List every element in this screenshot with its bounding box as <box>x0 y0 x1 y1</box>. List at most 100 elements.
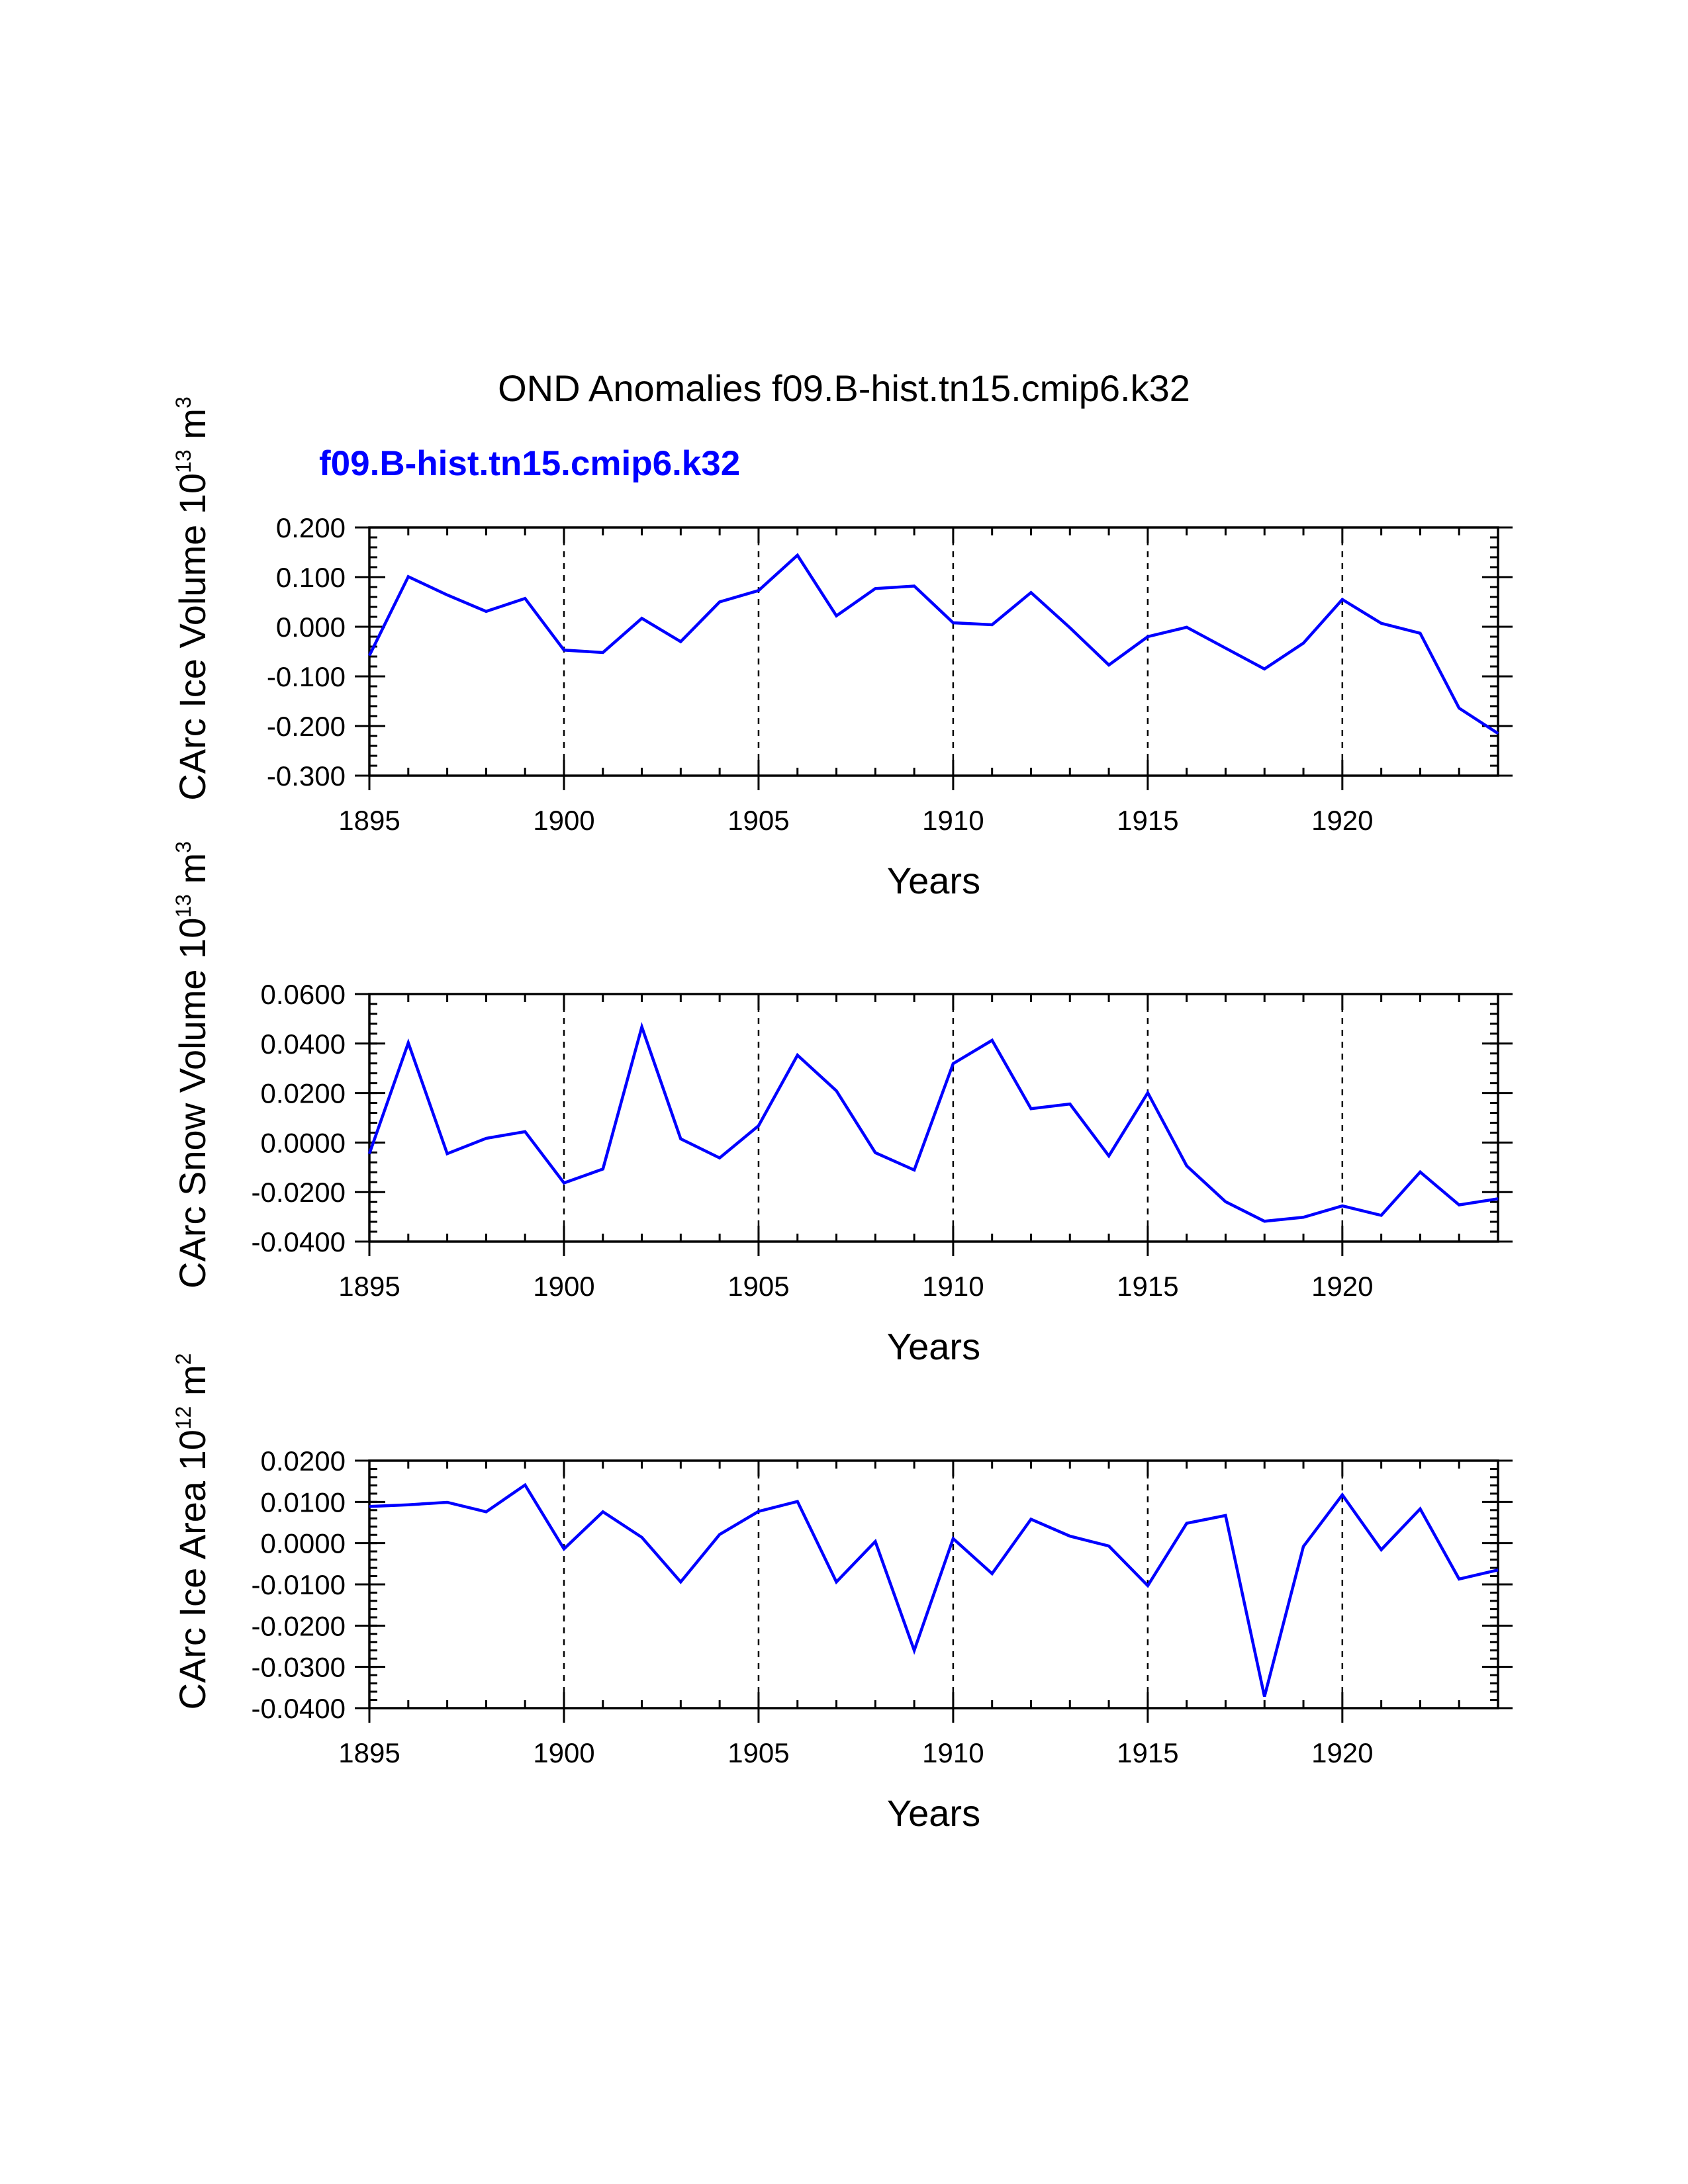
data-point <box>563 649 565 651</box>
data-point <box>914 1650 915 1651</box>
data-point <box>914 1169 915 1171</box>
y-axis-title-part: CArc Ice Area 10 <box>171 1430 213 1709</box>
data-point <box>524 598 526 599</box>
y-axis-title-superscript: 12 <box>171 1406 195 1430</box>
y-tick-label: 0.0200 <box>261 1078 346 1109</box>
series-line <box>369 1482 1499 1698</box>
data-point <box>641 617 643 619</box>
data-point <box>1264 668 1265 670</box>
data-point <box>874 588 876 589</box>
y-tick-label: 0.0000 <box>261 1528 346 1559</box>
data-point <box>797 555 798 556</box>
data-point <box>1458 1578 1460 1580</box>
data-point <box>485 1138 487 1139</box>
data-point <box>641 1026 643 1028</box>
data-point <box>758 1511 759 1512</box>
x-tick-label: 1895 <box>338 1737 400 1768</box>
y-tick-label: -0.0200 <box>252 1177 346 1208</box>
y-tick-label: 0.000 <box>276 612 346 643</box>
panel-3: 0.0200 0.0100 0.0000 -0.0100 -0.0200 -0.0300 -… <box>171 1353 1513 1834</box>
y-tick-label: 0.100 <box>276 562 346 593</box>
y-tick-label: 0.0000 <box>261 1127 346 1158</box>
data-point <box>1225 647 1226 649</box>
data-point <box>797 1054 798 1056</box>
data-point <box>524 1131 526 1132</box>
data-point <box>1303 1546 1304 1547</box>
panels: 0.200 0.100 0.000 -0.100 -0.200 -0.300 1895 190… <box>171 396 1513 1834</box>
data-point <box>1419 1171 1421 1173</box>
series-line <box>367 1022 1499 1223</box>
y-axis-title-part: m <box>171 1365 213 1406</box>
data-point <box>1225 1515 1226 1516</box>
data-point <box>1381 1549 1382 1551</box>
y-axis-title-superscript: 13 <box>171 449 195 473</box>
data-point <box>369 1506 370 1507</box>
x-axis-title: Years <box>887 860 980 901</box>
data-point <box>1264 1696 1265 1698</box>
data-point <box>1497 733 1499 734</box>
figure-title: OND Anomalies f09.B-hist.tn15.cmip6.k32 <box>498 367 1190 409</box>
x-tick-label: 1895 <box>338 1271 400 1302</box>
data-point <box>1419 1508 1421 1510</box>
y-axis-title-superscript: 2 <box>171 1353 195 1365</box>
data-point <box>1381 1214 1382 1216</box>
y-axis-title-part: CArc Snow Volume 10 <box>171 918 213 1289</box>
y-axis-title: CArc Snow Volume 1013 m3 <box>171 841 213 1289</box>
x-tick-label: 1895 <box>338 805 400 836</box>
data-point <box>1264 1220 1265 1222</box>
data-point <box>524 1484 526 1486</box>
y-tick-label: -0.0200 <box>252 1610 346 1641</box>
plot-frame <box>368 526 1499 777</box>
data-point <box>1303 1216 1304 1218</box>
x-axis-title: Years <box>887 1792 980 1834</box>
plot-frame <box>368 1459 1499 1709</box>
y-tick-label: 0.0400 <box>261 1028 346 1060</box>
x-tick-label: 1900 <box>533 1737 594 1768</box>
y-tick-label: 0.0100 <box>261 1486 346 1518</box>
y-tick-label: 0.0600 <box>261 979 346 1010</box>
x-tick-label: 1905 <box>727 1271 789 1302</box>
x-tick-label: 1915 <box>1117 1737 1178 1768</box>
data-point <box>797 1501 798 1502</box>
legend-label: f09.B-hist.tn15.cmip6.k32 <box>319 444 740 483</box>
x-tick-label: 1920 <box>1311 1737 1373 1768</box>
data-point <box>758 1125 759 1126</box>
y-tick-label: -0.200 <box>267 711 346 742</box>
panel-1: 0.200 0.100 0.000 -0.100 -0.200 -0.300 1895 190… <box>171 396 1513 901</box>
y-axis-title-superscript: 13 <box>171 894 195 918</box>
y-tick-label: -0.300 <box>267 760 346 792</box>
panel-2: 0.0600 0.0400 0.0200 0.0000 -0.0200 -0.0400 18… <box>171 841 1513 1367</box>
series-line <box>367 553 1499 735</box>
data-point <box>1147 1585 1149 1586</box>
x-tick-label: 1915 <box>1117 805 1178 836</box>
y-axis-title: CArc Ice Area 1012 m2 <box>171 1353 213 1710</box>
y-axis-title-part: m <box>171 853 213 894</box>
y-axis-title-superscript: 3 <box>171 841 195 853</box>
data-point <box>1458 707 1460 709</box>
y-tick-label: 0.0200 <box>261 1445 346 1477</box>
x-tick-label: 1915 <box>1117 1271 1178 1302</box>
y-tick-label: -0.0400 <box>252 1226 346 1257</box>
y-tick-label: -0.100 <box>267 661 346 692</box>
y-tick-label: 0.200 <box>276 512 346 543</box>
data-point <box>874 1541 876 1542</box>
y-axis-title-superscript: 3 <box>171 396 195 408</box>
data-point <box>485 611 487 612</box>
data-point <box>1186 1165 1188 1167</box>
data-point <box>369 655 370 656</box>
y-axis-title: CArc Ice Volume 1013 m3 <box>171 396 213 801</box>
data-point <box>874 1152 876 1154</box>
data-point <box>758 590 759 591</box>
data-point <box>1225 1201 1226 1203</box>
y-tick-label: -0.0100 <box>252 1569 346 1600</box>
x-tick-label: 1900 <box>533 1271 594 1302</box>
x-tick-label: 1910 <box>922 1271 984 1302</box>
y-axis-title-part: m <box>171 408 213 449</box>
data-point <box>1186 1523 1188 1524</box>
data-point <box>680 641 681 642</box>
x-tick-label: 1900 <box>533 805 594 836</box>
x-axis-title: Years <box>887 1326 980 1367</box>
x-tick-label: 1910 <box>922 1737 984 1768</box>
x-tick-label: 1920 <box>1311 805 1373 836</box>
